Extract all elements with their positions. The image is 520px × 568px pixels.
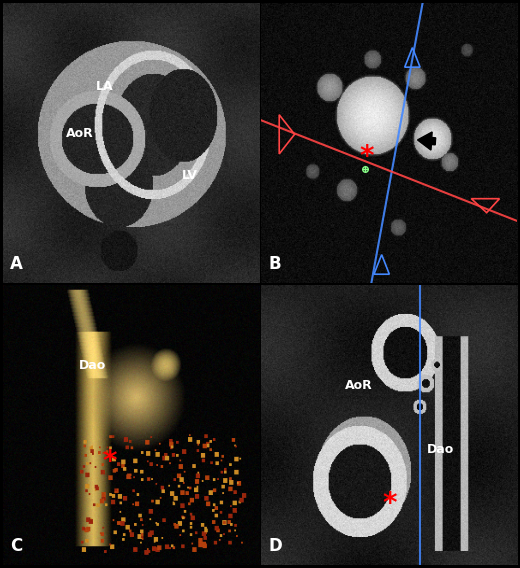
Text: A: A xyxy=(10,254,23,273)
Text: *: * xyxy=(382,490,397,517)
Text: LV: LV xyxy=(181,169,198,182)
Text: D: D xyxy=(269,537,283,555)
Text: AoR: AoR xyxy=(66,127,93,140)
Text: C: C xyxy=(10,537,22,555)
Text: Dao: Dao xyxy=(79,360,106,373)
Text: *: * xyxy=(359,143,373,171)
Text: LA: LA xyxy=(96,80,114,93)
Text: Dao: Dao xyxy=(427,443,454,456)
Text: *: * xyxy=(103,448,118,475)
Text: B: B xyxy=(269,254,282,273)
FancyArrow shape xyxy=(418,132,436,150)
Text: AoR: AoR xyxy=(345,379,372,392)
